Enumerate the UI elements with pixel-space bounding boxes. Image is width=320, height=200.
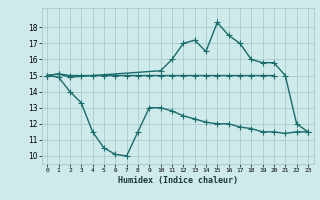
X-axis label: Humidex (Indice chaleur): Humidex (Indice chaleur)	[118, 176, 237, 185]
